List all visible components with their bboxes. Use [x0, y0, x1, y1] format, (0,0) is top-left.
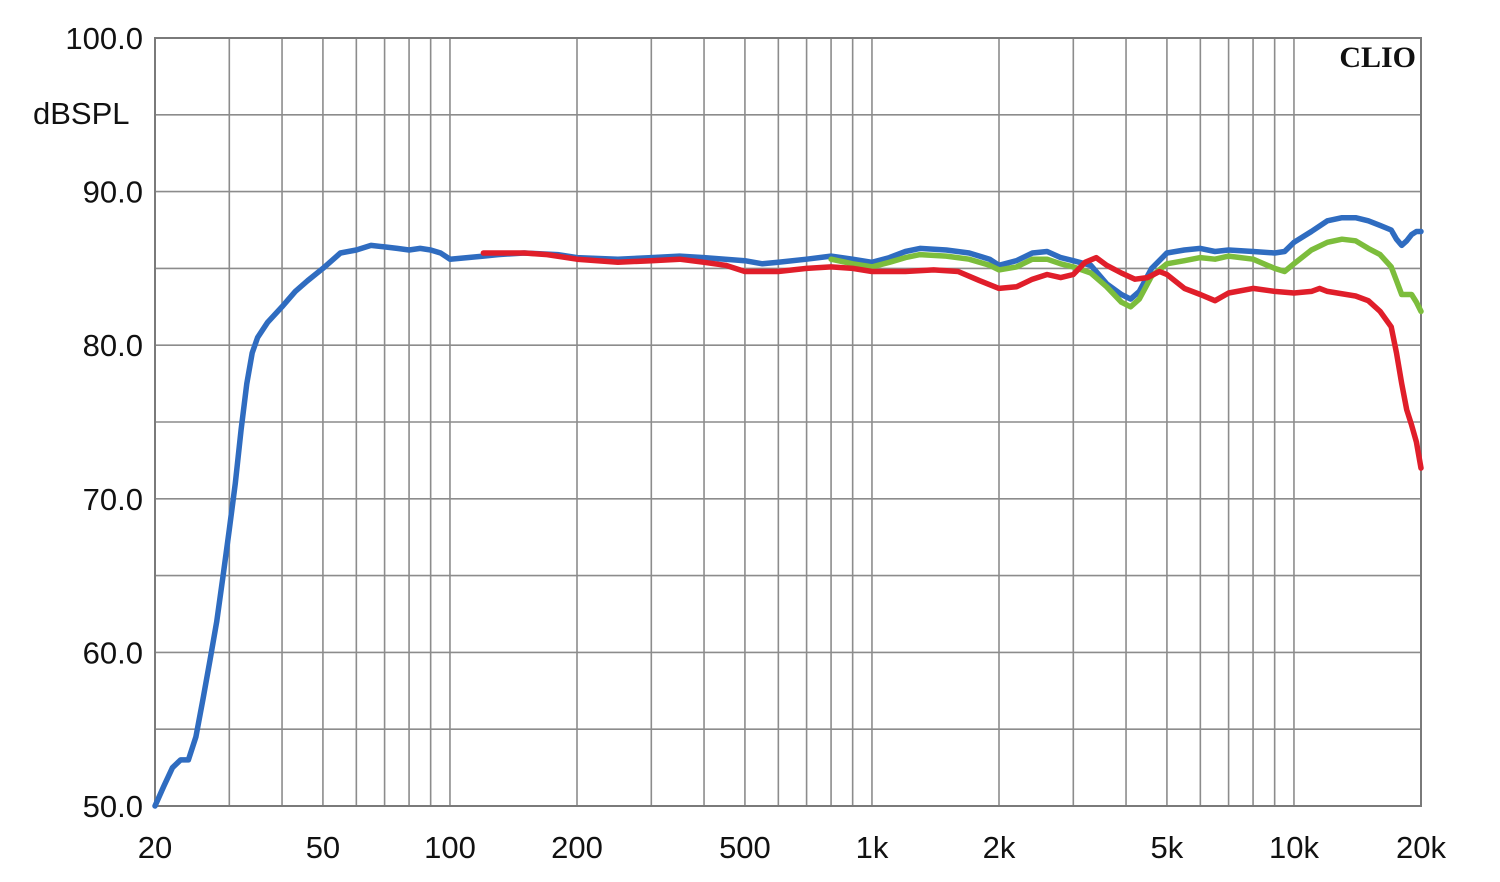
x-tick-label: 10k	[1269, 830, 1319, 865]
plot-frame	[154, 37, 1422, 807]
y-tick-label: 70.0	[83, 482, 143, 517]
x-tick-label: 2k	[983, 830, 1016, 865]
grid	[155, 38, 1421, 806]
y-tick-label: 60.0	[83, 635, 143, 670]
x-tick-label: 100	[424, 830, 476, 865]
series-line-1	[152, 214, 1424, 809]
x-tick-label: 200	[551, 830, 603, 865]
x-tick-label: 20k	[1396, 830, 1446, 865]
x-axis-tick-labels: 20 50 100 200 500 1k 2k 5k 10k 20k	[138, 830, 1447, 865]
brand-label: CLIO	[1339, 41, 1416, 74]
x-tick-label: 500	[719, 830, 771, 865]
x-tick-label: 50	[306, 830, 340, 865]
series-group	[152, 214, 1424, 809]
y-axis-tick-labels: 50.0 60.0 70.0 80.0 90.0 100.0	[65, 21, 143, 824]
x-tick-label: 20	[138, 830, 172, 865]
series-line-3	[480, 250, 1424, 471]
x-tick-label: 5k	[1151, 830, 1184, 865]
y-tick-label: 100.0	[65, 21, 143, 56]
x-tick-label: 1k	[856, 830, 889, 865]
y-tick-label: 90.0	[83, 175, 143, 210]
y-tick-label: 50.0	[83, 789, 143, 824]
y-axis-unit-label: dBSPL	[33, 96, 130, 131]
y-tick-label: 80.0	[83, 328, 143, 363]
